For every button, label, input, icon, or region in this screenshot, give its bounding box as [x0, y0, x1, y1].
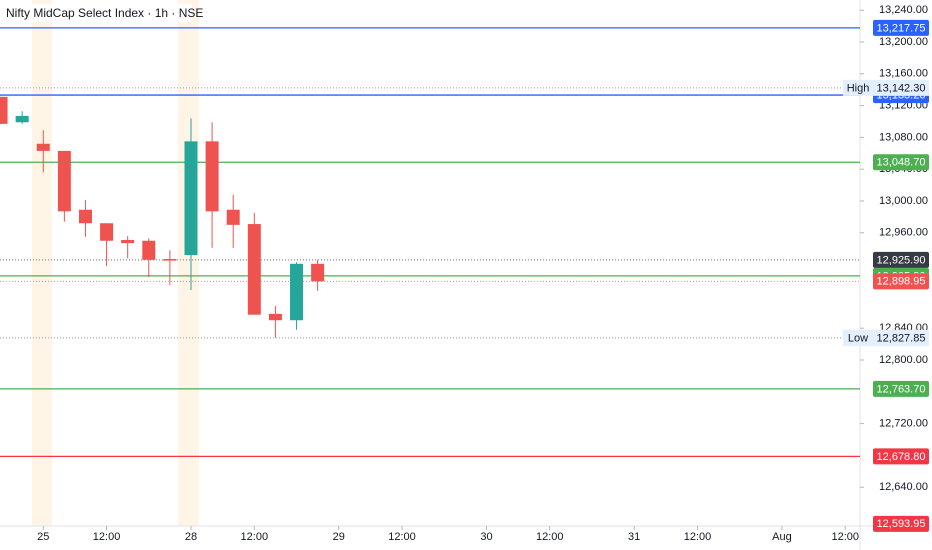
- title-bg: [2, 4, 192, 22]
- session-highlight: [32, 0, 52, 526]
- y-tick-label: 13,200.00: [879, 36, 928, 48]
- chart-title: Nifty MidCap Select Index · 1h · NSE: [6, 6, 203, 20]
- candle-body: [0, 96, 8, 124]
- price-label: 12,925.90: [877, 254, 926, 266]
- x-tick-label: 25: [37, 531, 49, 543]
- candle-body: [163, 259, 177, 261]
- y-tick-label: 12,720.00: [879, 418, 928, 430]
- candle-body: [247, 224, 261, 315]
- x-tick-label: 28: [185, 531, 197, 543]
- level-badge: [873, 154, 929, 171]
- levels: [0, 27, 860, 458]
- y-tick-label: 12,640.00: [879, 481, 928, 493]
- x-tick-label: 12:00: [388, 531, 416, 543]
- badges: 13,217.7513,133.2013,048.7012,905.8012,7…: [843, 19, 929, 532]
- candle-body: [205, 141, 219, 212]
- price-label: 12,593.95: [877, 518, 926, 530]
- candle-body: [311, 263, 325, 282]
- x-tick-label: 12:00: [684, 531, 712, 543]
- level-label: 13,217.75: [877, 22, 926, 34]
- level-badge: [873, 448, 929, 465]
- x-tick-label: 12:00: [93, 531, 121, 543]
- x-tick-label: 12:00: [536, 531, 564, 543]
- x-tick-label: 12:00: [241, 531, 269, 543]
- y-tick-label: 12,960.00: [879, 227, 928, 239]
- price-badge: [873, 273, 929, 290]
- candle-body: [15, 115, 29, 123]
- extreme-name: High: [847, 82, 870, 94]
- level-badge: [873, 19, 929, 36]
- x-tick-label: 29: [333, 531, 345, 543]
- price-badge: [873, 515, 929, 532]
- y-tick-label: 13,080.00: [879, 131, 928, 143]
- extreme-badge: [873, 79, 929, 96]
- candle-body: [57, 150, 71, 212]
- candle-body: [78, 209, 92, 224]
- extreme-name: Low: [848, 332, 868, 344]
- candle-body: [121, 239, 135, 244]
- extreme-name-bg: [843, 79, 873, 96]
- x-tick-label: 31: [628, 531, 640, 543]
- candle-body: [100, 223, 114, 241]
- y-tick-label: 13,240.00: [879, 4, 928, 16]
- extreme-label: 13,142.30: [877, 82, 926, 94]
- level-label: 12,763.70: [877, 383, 926, 395]
- extreme-badge: [873, 329, 929, 346]
- x-tick-label: 30: [480, 531, 492, 543]
- candle-body: [268, 313, 282, 321]
- x-tick-label: Aug: [772, 531, 792, 543]
- candle-body: [290, 263, 304, 321]
- session-highlight: [178, 0, 199, 526]
- extreme-label: 12,827.85: [877, 332, 926, 344]
- extreme-name-bg: [843, 329, 873, 346]
- candle-body: [36, 143, 50, 151]
- candles: [0, 96, 325, 338]
- candle-body: [226, 209, 240, 225]
- x-tick-label: 12:00: [831, 531, 859, 543]
- price-badge: [873, 251, 929, 268]
- candle-body: [142, 240, 156, 260]
- level-label: 13,048.70: [877, 157, 926, 169]
- y-tick-label: 13,160.00: [879, 68, 928, 80]
- y-tick-label: 12,800.00: [879, 354, 928, 366]
- price-label: 12,898.95: [877, 276, 926, 288]
- level-label: 12,678.80: [877, 451, 926, 463]
- candle-body: [184, 141, 198, 256]
- level-badge: [873, 380, 929, 397]
- y-tick-label: 13,000.00: [879, 195, 928, 207]
